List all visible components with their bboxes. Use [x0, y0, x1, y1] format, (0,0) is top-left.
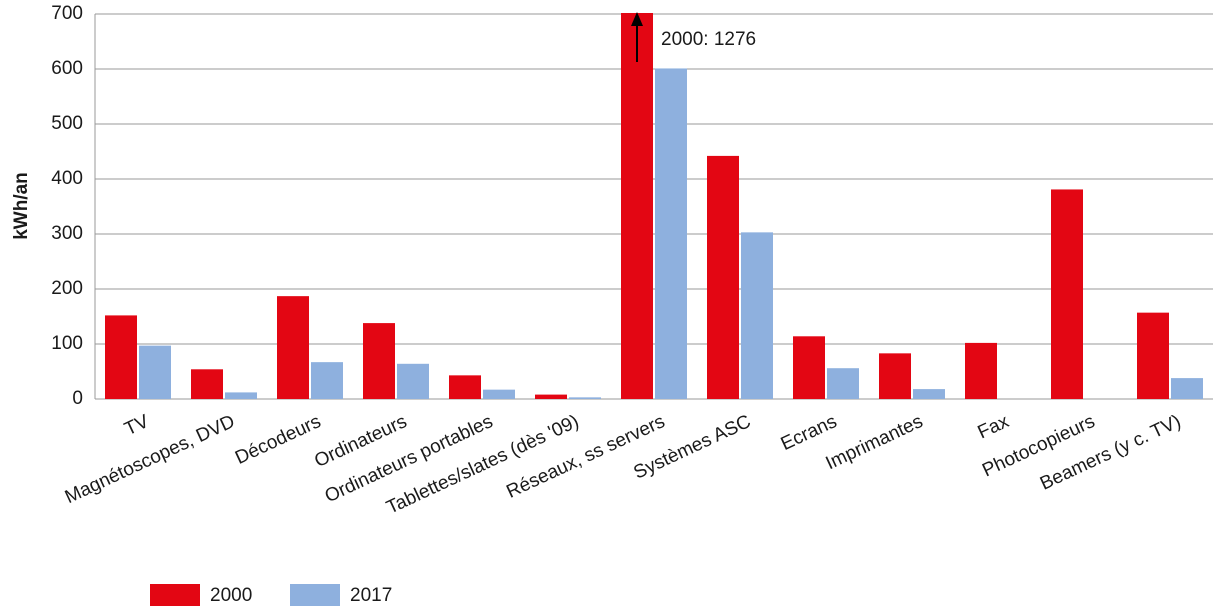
bar: [1051, 189, 1083, 399]
x-tick-label: Réseaux, ss servers: [503, 411, 668, 503]
bar: [1171, 378, 1203, 399]
bar: [913, 389, 945, 399]
bar: [191, 369, 223, 399]
y-tick-label: 600: [51, 58, 83, 79]
x-tick-label: Fax: [975, 411, 1013, 444]
bar: [569, 397, 601, 399]
bar: [879, 353, 911, 399]
annotation: 2000: 1276: [661, 29, 756, 50]
bar: [535, 394, 567, 399]
bar: [139, 345, 171, 399]
bar: [225, 392, 257, 399]
legend-label: 2000: [210, 585, 252, 606]
legend-label: 2017: [350, 585, 392, 606]
bar: [277, 296, 309, 399]
y-tick-label: 300: [51, 223, 83, 244]
y-tick-label: 100: [51, 333, 83, 354]
plot-area: [105, 13, 1203, 399]
y-tick-label: 0: [72, 388, 83, 409]
y-tick-label: 700: [51, 3, 83, 24]
y-axis-label: kWh/an: [11, 172, 32, 240]
x-tick-label: Décodeurs: [232, 411, 324, 469]
bar: [397, 363, 429, 399]
bar: [311, 362, 343, 399]
bar: [1137, 312, 1169, 399]
bar: [621, 13, 653, 399]
bar: [449, 375, 481, 399]
bar: [707, 155, 739, 399]
bar: [105, 315, 137, 399]
legend-swatch: [290, 584, 340, 606]
x-tick-label: Imprimantes: [823, 411, 927, 474]
y-tick-label: 500: [51, 113, 83, 134]
annotation-arrowhead: [631, 12, 643, 26]
x-tick-label: TV: [121, 411, 152, 440]
bar: [363, 323, 395, 399]
x-tick-label: Beamers (y c. TV): [1037, 411, 1184, 495]
legend-swatch: [150, 584, 200, 606]
bar: [655, 68, 687, 399]
bar: [793, 336, 825, 399]
y-tick-label: 400: [51, 168, 83, 189]
bar: [827, 368, 859, 399]
y-tick-label: 200: [51, 278, 83, 299]
bar: [483, 389, 515, 399]
bar: [741, 232, 773, 399]
bar: [965, 342, 997, 399]
x-tick-label: Ecrans: [778, 411, 840, 455]
